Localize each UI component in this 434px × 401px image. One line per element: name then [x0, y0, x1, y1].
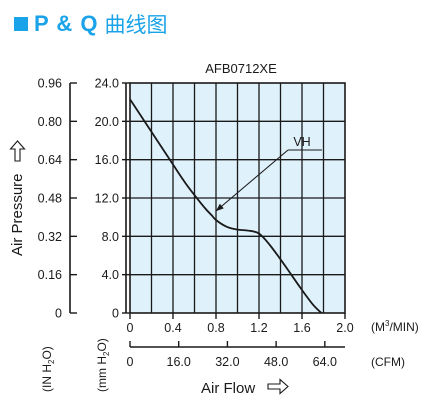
m3-tick-label: 1.6 — [293, 321, 310, 335]
m3-axis-ticks: 0 0.4 0.8 1.2 1.6 2.0 — [127, 313, 354, 335]
heading-suffix: 曲线图 — [104, 13, 168, 37]
x-axis-title: Air Flow — [201, 380, 255, 397]
m3-tick-label: 0.4 — [164, 321, 181, 335]
m3-tick-label: 0 — [127, 321, 134, 335]
inch-axis-ticks: 0 0.16 0.32 0.48 0.64 0.80 0.96 — [38, 77, 77, 321]
chart-title: AFB0712XE — [205, 61, 277, 76]
annotation-leader-line — [215, 149, 289, 212]
inch-unit-label: (IN H2O) — [40, 346, 56, 392]
mm-axis-ticks: 0 4.0 8.0 12.0 16.0 20.0 24.0 — [95, 77, 130, 321]
annotation-label: VH — [293, 135, 310, 149]
mm-tick-label: 24.0 — [95, 77, 119, 91]
y-axis-title: Air Pressure — [9, 173, 26, 256]
series-curve-vh — [129, 98, 323, 314]
cfm-unit-label: (CFM) — [371, 355, 405, 369]
cfm-tick-label: 16.0 — [167, 355, 191, 369]
cfm-tick-label: 48.0 — [264, 355, 288, 369]
mm-tick-label: 16.0 — [95, 153, 119, 167]
m3-unit-label: (M3/MIN) — [371, 319, 419, 334]
inch-tick-label: 0 — [55, 307, 62, 321]
inch-tick-label: 0.16 — [38, 268, 62, 282]
square-bullet-icon — [14, 17, 28, 31]
cfm-axis-ticks: 0 16.0 32.0 48.0 64.0 — [127, 341, 337, 369]
m3-tick-label: 1.2 — [250, 321, 267, 335]
chart-heading: P & Q 曲线图 — [14, 8, 168, 40]
mm-tick-label: 4.0 — [102, 268, 119, 282]
inch-tick-label: 0.96 — [38, 77, 62, 91]
y-axis-arrow-icon — [9, 140, 26, 162]
m3-tick-label: 2.0 — [336, 321, 353, 335]
x-axis-arrow-icon — [267, 378, 289, 395]
mm-tick-label: 12.0 — [95, 192, 119, 206]
cfm-tick-label: 32.0 — [215, 355, 239, 369]
heading-prefix: P & Q — [34, 11, 99, 36]
inch-tick-label: 0.32 — [38, 230, 62, 244]
m3-tick-label: 0.8 — [207, 321, 224, 335]
mm-tick-label: 0 — [112, 307, 119, 321]
annotation-arrowhead-icon — [215, 203, 224, 212]
inch-tick-label: 0.64 — [38, 153, 62, 167]
mm-unit-label: (mm H2O) — [95, 338, 111, 392]
grid-lines — [130, 83, 345, 313]
mm-tick-label: 8.0 — [102, 230, 119, 244]
annotation-vh: VH — [215, 135, 322, 212]
cfm-tick-label: 0 — [127, 355, 134, 369]
mm-tick-label: 20.0 — [95, 115, 119, 129]
cfm-tick-label: 64.0 — [313, 355, 337, 369]
inch-tick-label: 0.48 — [38, 192, 62, 206]
inch-tick-label: 0.80 — [38, 115, 62, 129]
